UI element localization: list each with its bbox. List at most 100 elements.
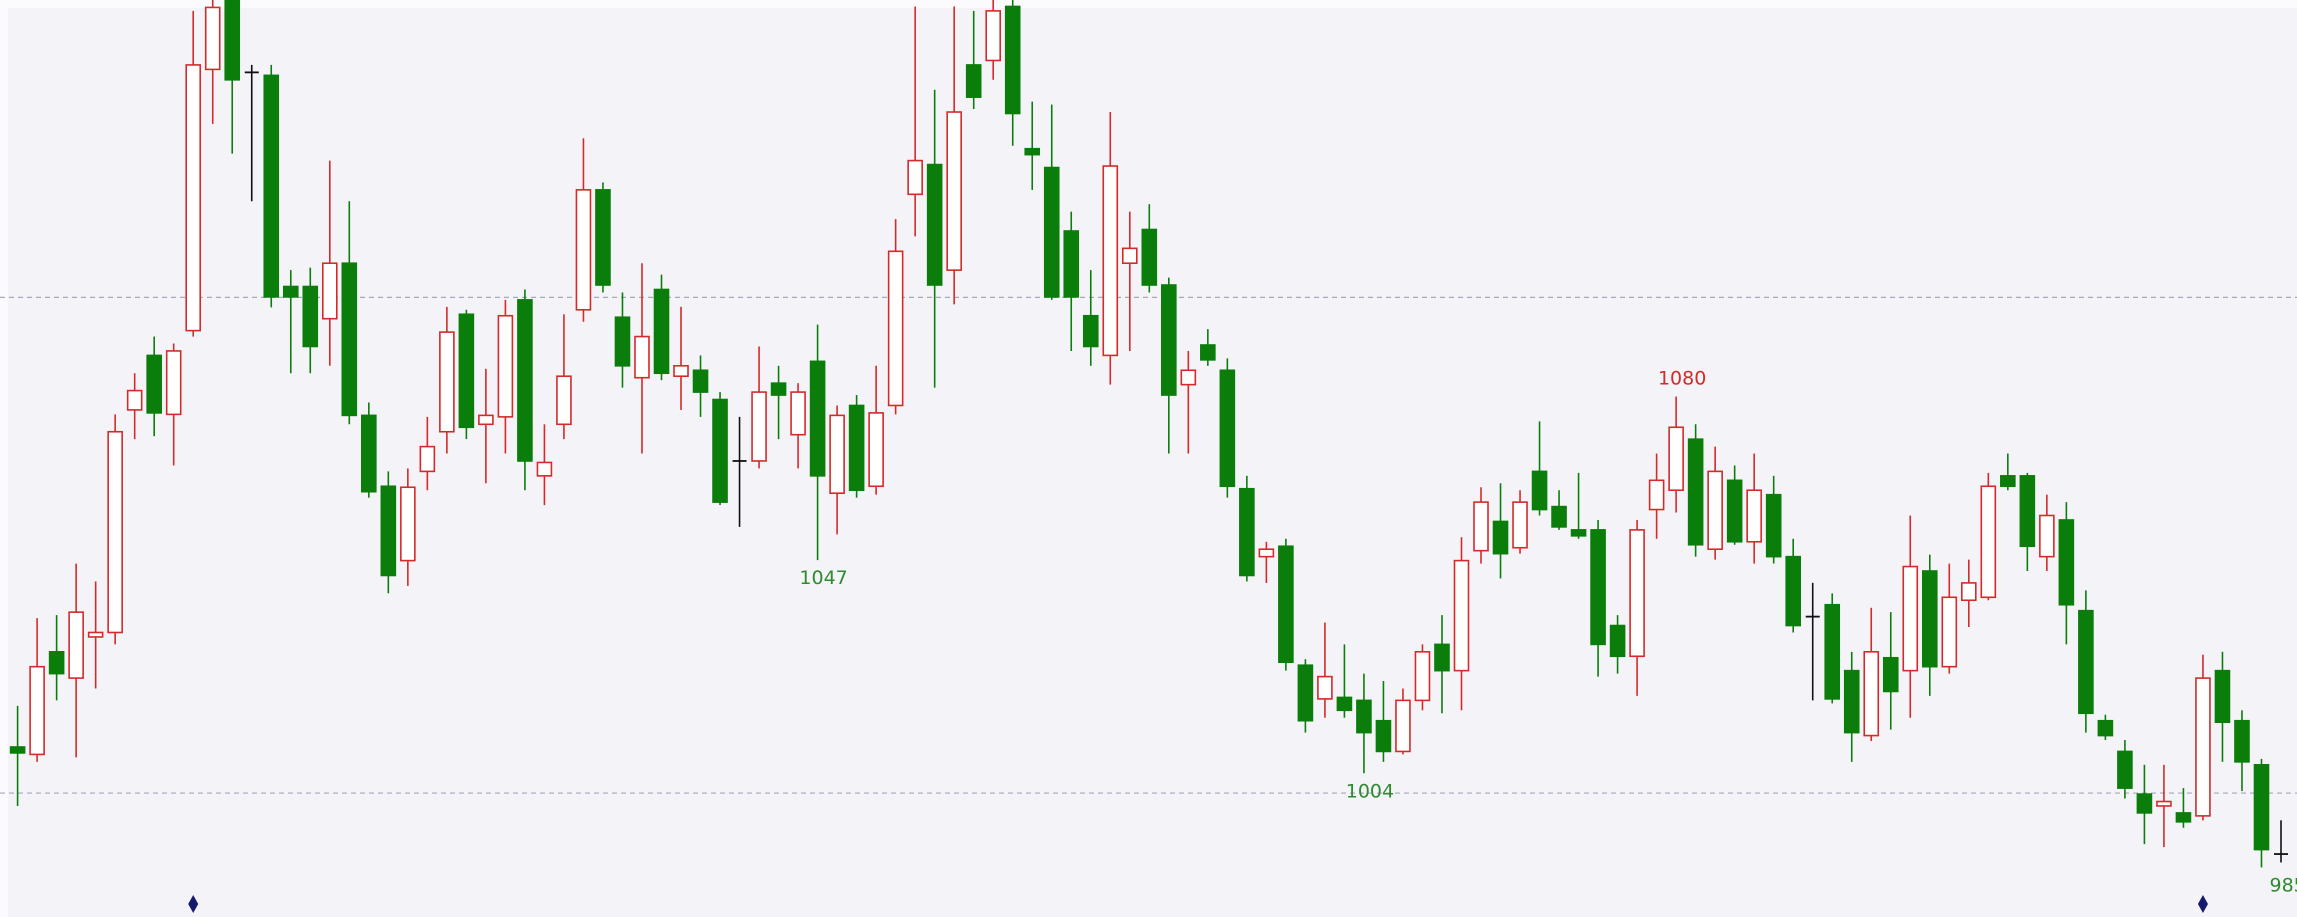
candle	[126, 373, 143, 440]
candle	[1004, 0, 1021, 146]
candle-body	[497, 314, 514, 418]
candle-body	[1551, 505, 1567, 528]
candle	[1746, 453, 1762, 564]
candle	[400, 468, 416, 586]
candle-body	[1414, 651, 1431, 702]
candle-body	[985, 10, 1002, 62]
candle	[1024, 101, 1041, 190]
candle	[224, 0, 241, 154]
candle-body	[321, 262, 338, 320]
candle-body	[848, 404, 865, 492]
candle-body	[1921, 570, 1938, 668]
candle	[29, 618, 45, 762]
candle-body	[2019, 475, 2036, 548]
candle	[1629, 519, 1645, 696]
candle-body	[2078, 609, 2094, 715]
candle-body	[1395, 699, 1411, 753]
candle	[9, 705, 26, 806]
candle-body	[48, 651, 65, 675]
candle-body	[1863, 651, 1880, 737]
candle	[2175, 788, 2192, 828]
candle-body	[204, 6, 221, 71]
candle-body	[1941, 596, 1958, 668]
candle-body	[380, 485, 397, 577]
candle-body	[1668, 426, 1684, 492]
candle	[614, 292, 631, 388]
candle	[2274, 820, 2288, 863]
candle-body	[1278, 545, 1294, 664]
candle	[965, 10, 982, 110]
candle	[2136, 764, 2153, 845]
candle-body	[1609, 624, 1626, 658]
candle-body	[87, 631, 104, 638]
candle-body	[1258, 548, 1275, 558]
candle	[302, 267, 319, 374]
candle-body	[439, 331, 455, 433]
candle-body	[926, 163, 943, 286]
candle-body	[1570, 529, 1587, 537]
candle-body	[1746, 489, 1762, 543]
candle-body	[1492, 520, 1509, 555]
candle	[2019, 472, 2036, 572]
candle-body	[965, 64, 982, 98]
candles	[9, 0, 2288, 868]
top-strip	[0, 0, 2297, 8]
candle	[1687, 424, 1704, 557]
candle	[1785, 538, 1801, 633]
candle-body	[1161, 284, 1177, 396]
candle-body	[361, 414, 377, 493]
candle	[1239, 475, 1255, 582]
candle	[926, 89, 943, 388]
candle-body	[1219, 369, 1236, 488]
candle	[809, 324, 826, 561]
candle	[2000, 453, 2016, 491]
candle	[712, 392, 728, 506]
candle-body	[946, 111, 962, 271]
candle	[1492, 483, 1509, 579]
candle-body	[126, 389, 143, 411]
candle-body	[1297, 664, 1314, 722]
candle	[1063, 211, 1080, 351]
candle-body	[1434, 643, 1450, 672]
candle-body	[887, 250, 904, 407]
candle	[419, 416, 436, 491]
candle	[1082, 270, 1099, 366]
candle-body	[1687, 438, 1704, 546]
candle	[556, 314, 572, 440]
candle-body	[1512, 501, 1528, 549]
candle-body	[868, 412, 884, 488]
candle	[2078, 590, 2094, 733]
candle-body	[1356, 699, 1372, 734]
candle-body	[282, 285, 299, 298]
candle	[2058, 502, 2075, 645]
candle	[1121, 211, 1138, 351]
candle	[1551, 490, 1567, 530]
candle	[751, 346, 767, 469]
candle-body	[1102, 165, 1119, 357]
candle	[107, 414, 123, 645]
candle	[1570, 472, 1587, 539]
candle-body	[790, 391, 806, 436]
candle	[1921, 554, 1938, 696]
candle	[634, 263, 650, 454]
price-annotation: 985	[2269, 874, 2297, 896]
candle	[2195, 654, 2211, 821]
grid	[0, 296, 2297, 794]
candle	[1336, 644, 1353, 718]
candle	[2234, 710, 2250, 792]
candle-body	[1082, 314, 1099, 348]
candle-body	[556, 375, 572, 426]
candle-body	[2175, 812, 2192, 823]
candle	[2214, 651, 2231, 762]
candle-body	[165, 350, 182, 416]
candle-body	[1765, 493, 1782, 558]
candle-body	[68, 611, 84, 679]
overlay: 1080 1047 1004 985	[188, 368, 2297, 913]
left-strip	[0, 0, 8, 917]
candle-body	[478, 414, 494, 426]
candle	[985, 0, 1002, 80]
candle	[1512, 490, 1528, 554]
candle	[146, 336, 162, 437]
candle-body	[1980, 485, 1997, 599]
